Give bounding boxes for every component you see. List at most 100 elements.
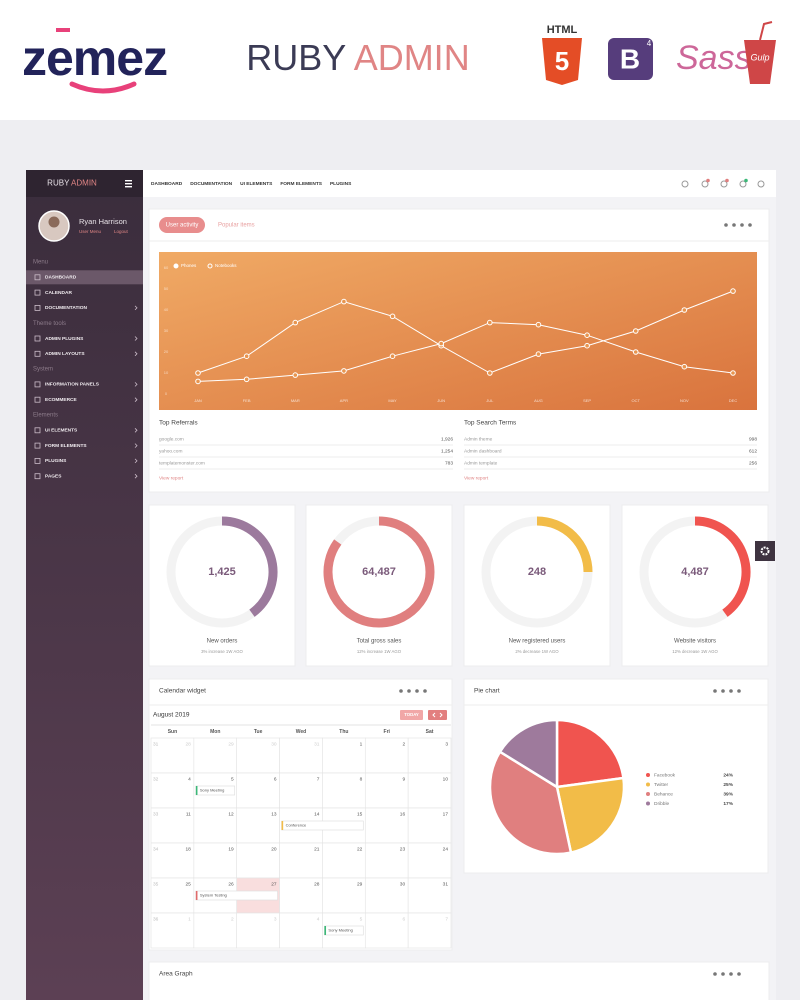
table-cell: 1,254 [441, 448, 453, 454]
card-icon[interactable] [740, 223, 744, 227]
card-icon[interactable] [713, 972, 717, 976]
stat-value: 248 [528, 566, 546, 578]
sidebar-item[interactable]: DOCUMENTATION [45, 305, 87, 311]
product-name: RUBY ADMIN [246, 37, 469, 78]
date-number: 1 [188, 916, 191, 922]
settings-button[interactable] [755, 541, 775, 561]
table-cell: 256 [749, 460, 757, 466]
card-icon[interactable] [737, 689, 741, 693]
sidebar-item[interactable]: ADMIN PLUGINS [45, 336, 84, 342]
pie-slice [498, 718, 559, 790]
weekday: Wed [296, 729, 306, 735]
date-number: 2 [402, 741, 405, 747]
event-label[interactable]: Conference [286, 823, 307, 828]
card-icon[interactable] [407, 689, 411, 693]
stat-label: New registered users [509, 639, 566, 645]
sidebar-item[interactable]: ADMIN LAYOUTS [45, 351, 85, 357]
banner [0, 0, 800, 120]
topbar-icon[interactable] [757, 180, 765, 188]
card-icon[interactable] [724, 223, 728, 227]
topbar-icon[interactable] [720, 180, 728, 188]
card-icon[interactable] [737, 972, 741, 976]
topbar-icon[interactable] [681, 180, 689, 188]
event-label[interactable]: Sony Meeting [328, 928, 352, 933]
product-first: RUBY [246, 37, 346, 78]
card-icon[interactable] [729, 972, 733, 976]
card-title: Area Graph [159, 971, 193, 978]
table-cell: 998 [749, 436, 757, 442]
date-number: 31 [314, 741, 320, 747]
html-version: 5 [555, 46, 569, 76]
event-marker [195, 786, 198, 795]
stat-note: 3% increase 1W AGO [201, 649, 243, 654]
today-label[interactable]: TODAY [404, 712, 419, 717]
topnav-item[interactable]: DOCUMENTATION [190, 181, 232, 187]
data-point [243, 376, 250, 383]
x-tick-label: DEC [729, 398, 738, 403]
donut-arc [323, 516, 435, 628]
weekday: Fri [384, 729, 391, 735]
sidebar-item[interactable]: FORM ELEMENTS [45, 443, 87, 449]
date-number: 6 [402, 916, 405, 922]
card-icon[interactable] [732, 223, 736, 227]
sidebar-item[interactable]: CALENDAR [45, 290, 72, 296]
card-icon[interactable] [415, 689, 419, 693]
legend-label: Dribble [654, 801, 670, 807]
user-name: Ryan Harrison [79, 217, 127, 226]
pie-slice [555, 718, 625, 789]
sidebar-item[interactable]: PAGES [45, 473, 62, 479]
card-icon[interactable] [729, 689, 733, 693]
donut-arc [694, 516, 751, 617]
day-cell [236, 912, 280, 949]
topnav-item[interactable]: UI ELEMENTS [240, 181, 273, 187]
card-icon[interactable] [423, 689, 427, 693]
plot-area [159, 252, 757, 410]
y-tick-label: 30 [164, 328, 169, 333]
sidebar-header [26, 170, 143, 197]
gear-icon[interactable] [760, 546, 770, 556]
data-point [341, 368, 347, 374]
sidebar-brand: RUBY ADMIN [47, 179, 97, 188]
sidebar-item[interactable]: DASHBOARD [45, 275, 77, 281]
topnav-item[interactable]: PLUGINS [330, 181, 352, 187]
data-point [487, 319, 493, 326]
sidebar-item[interactable]: ECOMMERCE [45, 397, 78, 403]
event-label[interactable]: System Testing [200, 893, 227, 898]
x-tick-label: SEP [583, 398, 591, 403]
user-link[interactable]: User Menu [79, 229, 102, 234]
topbar-icon[interactable] [739, 180, 747, 188]
topbar-icon[interactable] [701, 180, 709, 188]
card-icon[interactable] [748, 223, 752, 227]
sidebar-item[interactable]: INFORMATION PANELS [45, 382, 100, 388]
nav-buttons[interactable] [428, 710, 447, 720]
tab[interactable]: User activity [166, 223, 199, 229]
date-number: 27 [271, 881, 277, 887]
y-tick-label: 20 [164, 349, 169, 354]
date-number: 3 [445, 741, 448, 747]
date-number: 30 [400, 881, 406, 887]
card-icon[interactable] [721, 689, 725, 693]
view-report[interactable]: View report [464, 475, 489, 481]
stat-label: New orders [207, 639, 238, 645]
y-tick-label: 50 [164, 286, 169, 291]
card-icon[interactable] [399, 689, 403, 693]
topnav-item[interactable]: DASHBOARD [151, 181, 183, 187]
sidebar-item[interactable]: PLUGINS [45, 458, 67, 464]
card-icon[interactable] [721, 972, 725, 976]
line-series [197, 290, 734, 374]
sidebar-item[interactable]: UI ELEMENTS [45, 428, 78, 434]
card-icon[interactable] [713, 689, 717, 693]
date-number: 9 [402, 776, 405, 782]
tab[interactable]: Popular items [218, 223, 255, 229]
data-point [730, 288, 736, 294]
data-point [535, 321, 542, 328]
day-cell [364, 807, 409, 844]
user-link[interactable]: Logout [114, 229, 129, 234]
topnav-item[interactable]: FORM ELEMENTS [280, 181, 322, 187]
today-button[interactable] [400, 710, 423, 720]
view-report[interactable]: View report [159, 475, 184, 481]
event-label[interactable]: Sony Meeting [200, 788, 224, 793]
table-cell: google.com [159, 436, 184, 442]
menu-toggle [125, 183, 132, 185]
data-point [195, 378, 201, 385]
